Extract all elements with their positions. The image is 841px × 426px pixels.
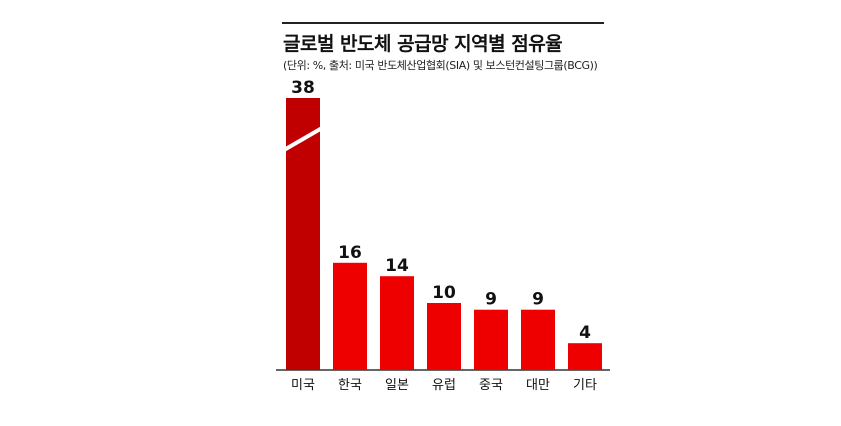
- bar-기타: [568, 343, 602, 370]
- x-tick-label-대만: 대만: [526, 378, 550, 393]
- data-label-미국: 38: [291, 78, 315, 98]
- data-label-대만: 9: [532, 290, 544, 310]
- top-rule: [282, 22, 604, 24]
- data-label-한국: 16: [338, 243, 362, 263]
- axis-break-mark: [282, 126, 324, 152]
- x-tick-label-유럽: 유럽: [432, 378, 456, 393]
- x-tick-label-일본: 일본: [385, 378, 409, 393]
- chart-subtitle: (단위: %, 출처: 미국 반도체산업협회(SIA) 및 보스턴컨설팅그룹(B…: [283, 59, 598, 72]
- chart-title: 글로벌 반도체 공급망 지역별 점유율: [283, 33, 563, 55]
- bar-중국: [474, 309, 508, 370]
- data-label-기타: 4: [579, 323, 591, 343]
- bar-유럽: [427, 303, 461, 370]
- bar-대만: [521, 309, 555, 370]
- data-label-일본: 14: [385, 256, 409, 276]
- data-label-유럽: 10: [432, 283, 456, 303]
- x-tick-label-미국: 미국: [291, 378, 315, 393]
- x-tick-label-중국: 중국: [479, 378, 503, 393]
- x-tick-label-기타: 기타: [573, 378, 597, 393]
- bar-한국: [333, 262, 367, 370]
- bar-일본: [380, 276, 414, 370]
- x-tick-label-한국: 한국: [338, 378, 362, 393]
- data-label-중국: 9: [485, 290, 497, 310]
